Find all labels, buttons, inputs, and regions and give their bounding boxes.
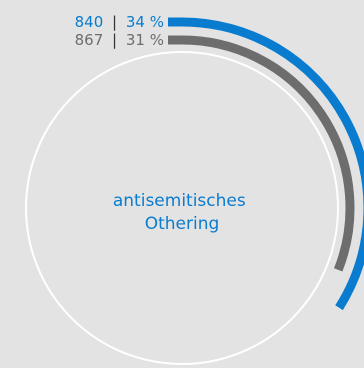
series-1-value: 840 bbox=[75, 13, 104, 31]
center-label: antisemitisches Othering bbox=[113, 191, 251, 234]
series-2-percent: 31 % bbox=[126, 31, 164, 49]
series-1-separator: | bbox=[112, 13, 117, 31]
center-label-line-2: Othering bbox=[145, 214, 220, 234]
arc-series-2 bbox=[168, 35, 355, 272]
center-label-line-1: antisemitisches bbox=[113, 191, 246, 211]
series-2-value: 867 bbox=[75, 31, 104, 49]
series-2-label: 867 | 31 % bbox=[75, 31, 164, 49]
series-2-separator: | bbox=[112, 31, 117, 49]
base-ring bbox=[25, 51, 339, 365]
arc-series-1 bbox=[168, 17, 364, 311]
series-1-percent: 34 % bbox=[126, 13, 164, 31]
series-1-label: 840 | 34 % bbox=[75, 13, 164, 31]
